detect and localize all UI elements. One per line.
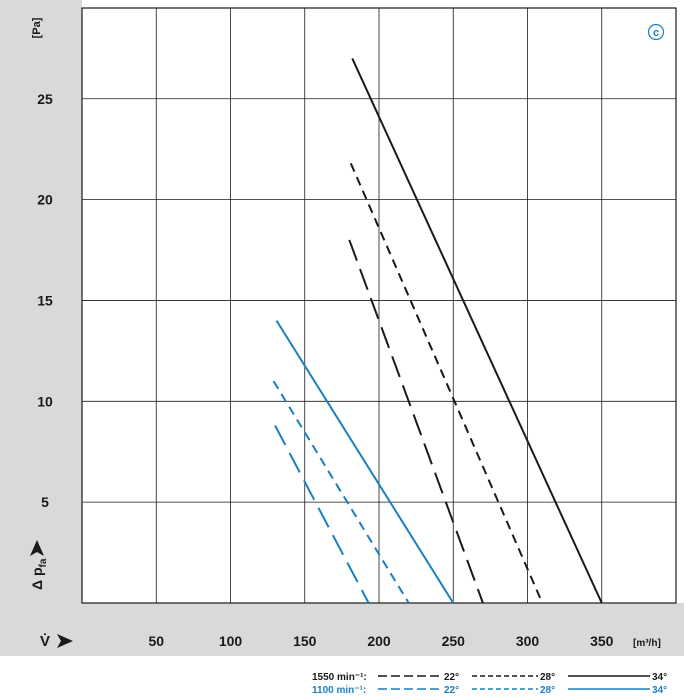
y-label-sub: fa (38, 558, 49, 567)
y-unit-label: [Pa] (31, 17, 43, 38)
legend: 1550 min⁻¹: 22° 28° 34° 1100 min⁻¹: 22° 28° 34° (312, 672, 667, 696)
y-axis-band (0, 0, 82, 656)
x-axis-band (0, 603, 684, 656)
x-tick-labels: 50 100 150 200 250 300 350 (148, 633, 613, 649)
y-tick-label: 20 (37, 192, 53, 208)
x-tick-label: 50 (148, 633, 164, 649)
x-unit-label: [m³/h] (633, 638, 661, 649)
y-arrow-icon (30, 540, 44, 556)
series-line-blue-34deg (275, 320, 455, 604)
x-tick-label: 250 (442, 633, 466, 649)
y-tick-label: 10 (37, 393, 53, 409)
legend-entry-label: 28° (540, 685, 555, 696)
series-group (272, 58, 603, 604)
badge-circle (647, 23, 665, 41)
x-axis-label: V̇ (40, 633, 50, 650)
x-arrow-icon (57, 634, 73, 648)
legend-entry-label: 34° (652, 672, 667, 683)
legend-entry-label: 34° (652, 685, 667, 696)
legend-entry-label: 22° (444, 685, 459, 696)
x-tick-label: 300 (516, 633, 540, 649)
x-tick-label: 150 (293, 633, 317, 649)
y-tick-label: 25 (37, 91, 53, 107)
legend-speed-label: 1550 min⁻¹: (312, 672, 367, 683)
y-axis-label: Δ pfa (29, 540, 49, 590)
y-tick-label: 15 (37, 292, 53, 308)
x-tick-label: 350 (590, 633, 614, 649)
series-line-black-22deg (348, 239, 484, 604)
series-line-blue-22deg (274, 425, 370, 604)
y-tick-label: 5 (41, 494, 49, 510)
y-label-main: Δ p (29, 567, 45, 590)
series-line-black-34deg (351, 58, 603, 604)
series-line-black-28deg (349, 162, 544, 604)
x-tick-label: 100 (219, 633, 243, 649)
y-tick-labels: 5 10 15 20 25 (37, 91, 53, 510)
grid (82, 8, 676, 603)
legend-entry-label: 22° (444, 672, 459, 683)
x-tick-label: 200 (367, 633, 391, 649)
legend-entry-label: 28° (540, 672, 555, 683)
badge-letter: c (653, 27, 659, 39)
legend-speed-label: 1100 min⁻¹: (312, 685, 366, 696)
svg-text:Δ pfa: Δ pfa (29, 558, 49, 590)
series-line-blue-28deg (272, 380, 410, 604)
